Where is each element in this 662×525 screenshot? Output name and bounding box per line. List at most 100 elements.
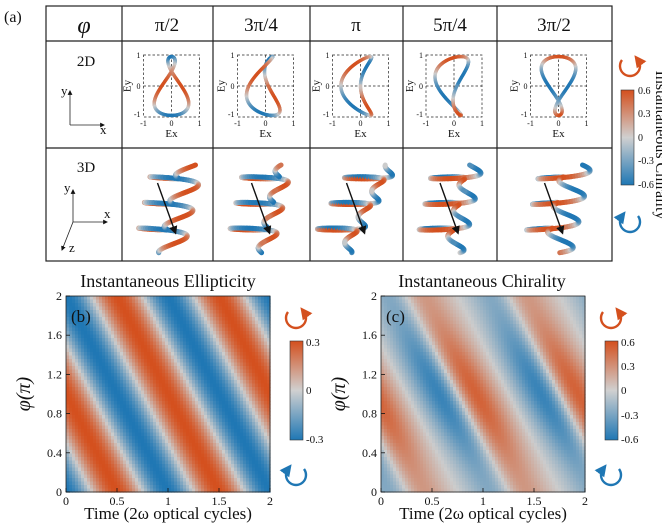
heatmap-cell [231,299,235,304]
helix-segment [580,162,587,169]
heatmap-cell [132,299,136,304]
heatmap-cell [156,306,160,311]
heatmap-cell [168,303,172,308]
heatmap-cell [108,299,112,304]
heatmap-cell [150,306,154,311]
heatmap-cell [69,310,73,315]
heatmap-cell [111,303,115,308]
heatmap-cell [114,296,118,301]
tick-label: -1 [416,110,423,119]
heatmap-cell [156,310,160,315]
heatmap-cell [66,299,70,304]
heatmap-cell [150,303,154,308]
heatmap-cell [192,296,196,301]
ey-axis-label: Ey [216,79,228,92]
heatmap-cell [135,296,139,301]
heatmap-cell [204,299,208,304]
heatmap-cell [240,299,244,304]
heatmap-cell [147,296,151,301]
axis-z-label: z [69,240,75,255]
heatmap-cell [168,296,172,301]
tick-label: 1 [231,51,235,60]
heatmap-cell [192,306,196,311]
heatmap-cell [144,306,148,311]
heatmap-cell [114,303,118,308]
heatmap-cell [153,310,157,315]
heatmap-cell [93,296,97,301]
heatmap-cell [231,310,235,315]
heatmap-cell [207,296,211,301]
heatmap-cell [165,296,169,301]
heatmap-cell [267,299,271,304]
heatmap-cell [99,313,103,318]
phase-header: 3π/2 [537,15,571,36]
heatmap-cell [174,303,178,308]
ex-axis-label: Ex [448,128,461,140]
heatmap-cell [66,306,70,311]
heatmap-cell [78,303,82,308]
heatmap-cell [243,306,247,311]
phase-headers: π/2 3π/4 π 5π/4 3π/2 [155,15,571,36]
colorbar-tick: 0.3 [638,109,651,120]
heatmap-cell [108,310,112,315]
heatmap-cell [210,306,214,311]
heatmap-cell [153,306,157,311]
heatmap-cell [129,296,133,301]
heatmap-cell [129,299,133,304]
heatmap-cell [108,303,112,308]
heatmap-cell [246,296,250,301]
heatmap-cell [102,306,106,311]
heatmap-cell [228,299,232,304]
heatmap-cell [120,303,124,308]
ex-axis-label: Ex [165,128,178,140]
heatmap-cell [252,296,256,301]
heatmap-cell [108,296,112,301]
chirality-colorbar-label: Instantaneous Chirality [652,71,662,220]
helix-segment [191,162,198,169]
heatmap-cell [123,296,127,301]
heatmap-cell [165,306,169,311]
heatmap-cell [228,303,232,308]
propagation-arrow [345,182,367,235]
heatmap-cell [153,299,157,304]
heatmap-cell [171,299,175,304]
heatmap-cell [72,299,76,304]
heatmap-cell [255,299,259,304]
heatmap-cell [162,306,166,311]
heatmap-cell [144,296,148,301]
heatmap-cell [66,313,70,318]
heatmap-cell [135,310,139,315]
heatmap-cell [222,306,226,311]
heatmap-cell [105,296,109,301]
heatmap-cell [147,310,151,315]
heatmap-cell [204,306,208,311]
heatmap-cell [204,310,208,315]
heatmap-cell [93,313,97,318]
heatmap-cell [81,313,85,318]
heatmap-cell [186,303,190,308]
helix-segment [563,239,571,246]
tick-label: 0 [170,119,174,128]
heatmap-cell [93,306,97,311]
heatmap-cell [123,303,127,308]
heatmap-cell [159,303,163,308]
heatmap-cell [198,296,202,301]
heatmap-cell [249,296,253,301]
table-grid [45,5,613,262]
tick-label: 0 [557,119,561,128]
heatmap-cell [258,306,262,311]
tick-label: 1 [387,119,391,128]
lissajous-plot: 1 0 -1-1 0 1 Ex Ey [509,51,589,140]
row-label-3d: 3D [77,160,96,176]
heatmap-cell [177,306,181,311]
heatmap-cell [90,299,94,304]
heatmap-cell [201,303,205,308]
heatmap-cell [261,299,265,304]
tick-label: 1 [480,119,484,128]
heatmap-cell [147,306,151,311]
heatmap-cell [177,299,181,304]
ey-axis-label: Ey [311,79,323,92]
heatmap-cell [225,299,229,304]
heatmap-cell [84,313,88,318]
